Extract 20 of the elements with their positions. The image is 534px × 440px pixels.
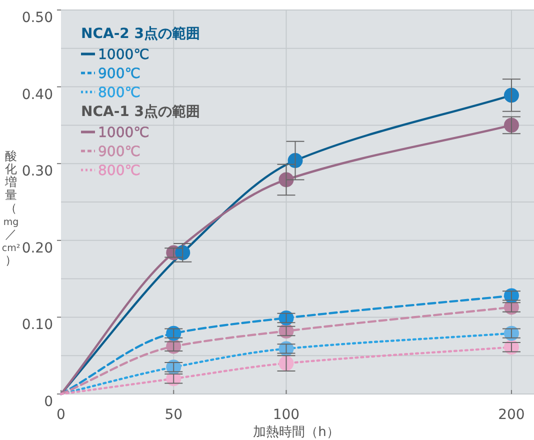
- y-tick-label: 0: [44, 394, 53, 410]
- legend-label: 1000℃: [98, 47, 150, 63]
- x-tick-label: 50: [164, 407, 183, 423]
- text: 酸化増量（mg／cm²）: [2, 149, 20, 267]
- y-tick-label: 0.40: [22, 86, 53, 103]
- legend-label: 900℃: [98, 66, 140, 82]
- legend-label: 900℃: [98, 144, 140, 160]
- legend-label: 800℃: [98, 163, 140, 179]
- y-tick-label: 0.30: [22, 164, 53, 180]
- x-tick-label: 200: [498, 407, 525, 423]
- annotation: NCA-2 3点の範囲: [81, 26, 200, 42]
- legend-label: 800℃: [98, 85, 140, 101]
- annotation: NCA-1 3点の範囲: [81, 104, 200, 120]
- y-tick-label: 0.20: [22, 240, 53, 256]
- y-tick-label: 0.50: [22, 10, 53, 26]
- x-tick-label: 100: [272, 407, 300, 423]
- x-tick-label: 0: [56, 407, 66, 423]
- legend-label: 1000℃: [98, 125, 150, 141]
- y-tick-label: 0.10: [22, 317, 53, 334]
- x-axis-title: 加熱時間（h）: [253, 425, 340, 440]
